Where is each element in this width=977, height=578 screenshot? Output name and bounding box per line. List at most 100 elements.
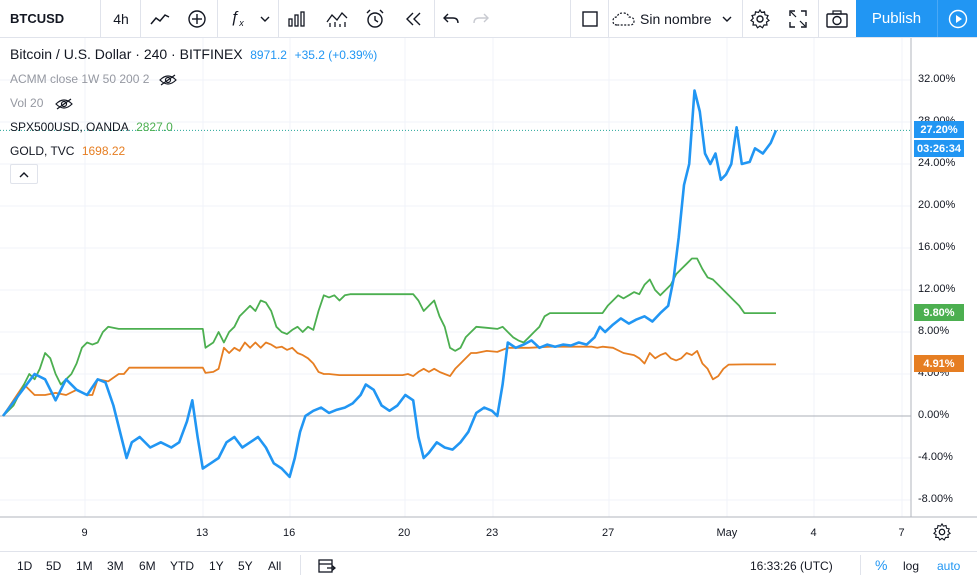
price-tick-label: 8.00% [918,325,950,337]
fullscreen-button[interactable] [782,0,814,37]
financials-button[interactable] [281,0,313,37]
toolbar-divider [570,0,571,37]
zero-line [0,129,911,417]
toolbar-divider [860,555,861,575]
chart-settings-button[interactable] [933,522,951,546]
chart-canvas[interactable] [0,38,977,551]
range-button-1d[interactable]: 1D [17,559,33,573]
time-tick-label: 13 [196,527,209,539]
indicator-label: Vol 20 [10,96,44,110]
price-tick-label: 20.00% [918,199,956,211]
range-button-1m[interactable]: 1M [76,559,93,573]
chevron-down-icon [260,16,270,22]
redo-button[interactable] [467,0,495,37]
main-series-change: +35.2 (+0.39%) [294,48,378,62]
price-tick-label: 0.00% [918,409,950,421]
percent-scale-toggle[interactable]: % [875,557,888,573]
series-line-gold [2,341,776,417]
time-tick-label: 4 [810,527,817,539]
settings-button[interactable] [744,0,776,37]
function-icon: ƒx [230,8,244,29]
range-button-5d[interactable]: 5D [46,559,62,573]
line-chart-icon [150,13,170,24]
alert-button[interactable] [358,0,392,37]
range-button-all[interactable]: All [268,559,282,573]
toolbar-divider [818,0,819,37]
range-button-ytd[interactable]: YTD [170,559,194,573]
chevron-down-icon [722,16,732,22]
price-tick-label: -8.00% [918,493,953,505]
interval-button[interactable]: 4h [113,10,129,27]
time-tick-label: 7 [898,527,905,539]
indicator-legend-volume[interactable]: Vol 20 [10,96,73,110]
indicator-label: ACMM close 1W 50 200 2 [10,72,150,86]
series-line-btc [1,89,778,479]
toolbar-divider [434,0,435,37]
price-tick-label: 24.00% [918,157,956,169]
auto-scale-toggle[interactable]: auto [937,559,961,573]
replay-button[interactable] [397,0,431,37]
grid-lines [0,38,911,517]
compare-legend-gold[interactable]: GOLD, TVC 1698.22 [10,144,129,158]
log-scale-toggle[interactable]: log [903,559,920,573]
snapshot-button[interactable] [820,0,854,37]
compare-value: 1698.22 [81,144,126,158]
bar-chart-icon [288,10,305,27]
undo-button[interactable] [437,0,465,37]
range-button-5y[interactable]: 5Y [238,559,253,573]
legend-collapse-button[interactable] [10,164,38,184]
compare-legend-spx[interactable]: SPX500USD, OANDA 2827.0 [10,120,177,134]
compare-value: 2827.0 [136,120,173,134]
time-tick-label: 23 [486,527,499,539]
square-icon [582,10,598,27]
top-toolbar: BTCUSD 4h ƒx Sin nombre [0,0,977,38]
add-symbol-icon [188,9,206,28]
layout-name-button[interactable]: Sin nombre [612,0,742,37]
main-series-price: 8971.2 [250,48,287,62]
toolbar-divider [300,555,301,575]
chart-type-button[interactable] [143,0,177,37]
layout-name-label: Sin nombre [640,10,712,27]
goto-date-button[interactable] [318,558,337,578]
publish-options-button[interactable] [937,0,977,37]
publish-button[interactable]: Publish [856,0,937,37]
last-value-badge: 9.80% [914,304,964,322]
undo-icon [443,13,459,23]
camera-icon [826,9,848,28]
toolbar-divider [140,0,141,37]
templates-button[interactable] [320,0,354,37]
play-circle-icon [948,9,967,28]
symbol-search-button[interactable]: BTCUSD [10,11,65,26]
indicators-button[interactable]: ƒx [222,0,252,37]
clock-timezone[interactable]: 16:33:26 (UTC) [750,559,833,573]
fullscreen-toggle[interactable] [575,0,605,37]
toolbar-divider [100,0,101,37]
main-series-title: Bitcoin / U.S. Dollar · 240 · BITFINEX [10,46,243,62]
toolbar-divider [278,0,279,37]
eye-hidden-icon[interactable] [158,74,177,86]
price-tick-label: 12.00% [918,283,956,295]
indicator-legend-acmm[interactable]: ACMM close 1W 50 200 2 [10,72,177,86]
time-tick-label: 27 [602,527,615,539]
indicators-dropdown[interactable] [254,0,276,37]
toolbar-divider [608,0,609,37]
calendar-goto-icon [318,559,337,573]
price-tick-label: 16.00% [918,241,956,253]
time-tick-label: May [716,527,738,539]
rewind-icon [406,12,421,25]
bar-countdown-badge: 03:26:34 [914,140,964,158]
compare-button[interactable] [180,0,214,37]
range-button-3m[interactable]: 3M [107,559,124,573]
cloud-icon [612,11,635,26]
alarm-clock-icon [366,9,384,28]
range-button-6m[interactable]: 6M [139,559,156,573]
toolbar-divider [742,0,743,37]
redo-icon [473,13,489,23]
last-value-badge: 27.20% [914,121,964,139]
range-button-1y[interactable]: 1Y [209,559,224,573]
main-series-legend[interactable]: Bitcoin / U.S. Dollar · 240 · BITFINEX 8… [10,46,381,62]
gear-icon [933,522,951,541]
eye-hidden-icon[interactable] [54,98,73,110]
last-value-badge: 4.91% [914,355,964,373]
series-line-spx [2,257,776,417]
